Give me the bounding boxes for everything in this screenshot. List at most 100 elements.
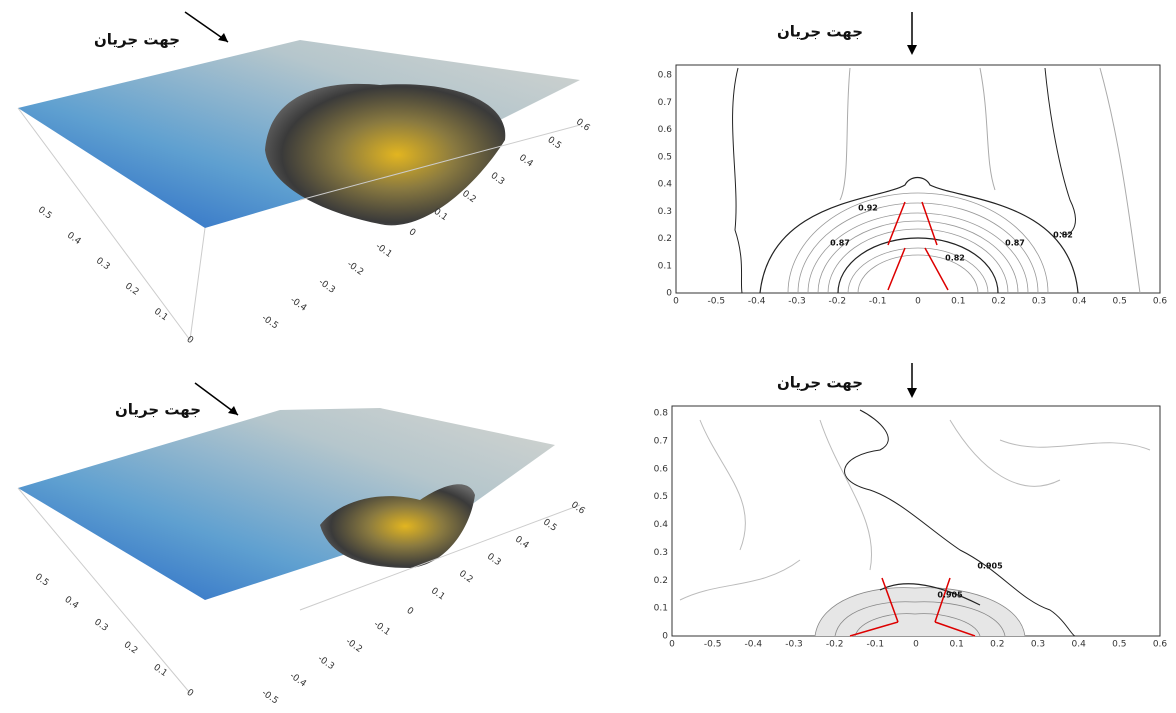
axis-tick-label: 0.2 — [457, 569, 474, 585]
x-tick-label: 0.5 — [1113, 297, 1127, 307]
contour-label: 0.82 — [1053, 231, 1073, 240]
y-tick-label: 0.2 — [658, 234, 672, 244]
axis-tick-label: 0.5 — [33, 572, 50, 588]
flow-arrow — [194, 382, 239, 416]
y-tick-label: 0.6 — [658, 125, 673, 135]
y-tick-label: 0.8 — [654, 409, 669, 419]
x-tick-label: 0.1 — [951, 297, 965, 307]
plot-frame — [675, 64, 1161, 294]
contour-label: 0.87 — [830, 239, 850, 248]
axis-tick-label: 0.6 — [569, 500, 587, 517]
contour-line — [732, 67, 743, 294]
contour-label: 0.82 — [945, 254, 965, 263]
y-tick-label: 0 — [666, 289, 672, 299]
axis-tick-label: 0.4 — [513, 535, 531, 552]
contour-rings — [759, 176, 1079, 294]
x-tick-label: -0.4 — [748, 297, 766, 307]
contour-line — [844, 409, 1076, 637]
surface-top: جهت جریان — [17, 11, 581, 341]
y-tick-label: 0.5 — [658, 152, 672, 162]
axis-tick-label: -0.3 — [316, 654, 336, 672]
axis-tick-label: 0.5 — [546, 135, 563, 151]
x-tick-label: 0.2 — [990, 640, 1004, 650]
scour-hole — [320, 484, 475, 568]
contour-bottom: جهت جریان — [671, 363, 1161, 637]
axis-tick-label: 0.2 — [123, 281, 140, 297]
flow-label: جهت جریان — [777, 23, 863, 41]
contour-line — [679, 419, 1151, 601]
contour-label: 0.87 — [1005, 239, 1025, 248]
axis-tick-label: -0.5 — [260, 313, 280, 331]
x-tick-label: -0.3 — [788, 297, 806, 307]
y-tick-label: 0.4 — [654, 520, 669, 530]
axis-tick-label: 0.4 — [65, 231, 83, 248]
axis-tick-label: 0.3 — [92, 617, 109, 633]
contour-rings — [814, 583, 1026, 637]
axis-tick-label: 0.5 — [36, 205, 53, 221]
arrow-head — [218, 33, 228, 42]
y-tick-label: 0.4 — [658, 180, 673, 190]
x-tick-label: 0 — [915, 297, 921, 307]
surface — [18, 408, 555, 600]
surface-bottom: جهت جریان — [17, 382, 581, 694]
x-tick-label: 0.6 — [1153, 297, 1168, 307]
contour-label: 0.92 — [858, 204, 878, 213]
x-tick-label: -0.2 — [829, 297, 847, 307]
axis-tick-label: 0.3 — [485, 552, 502, 568]
x-tick-label: 0.4 — [1072, 640, 1087, 650]
axis-tick-label: 0.2 — [122, 640, 139, 656]
axis-line — [17, 107, 581, 341]
axis-tick-label: 0.4 — [517, 153, 535, 170]
x-tick-label: -0.5 — [704, 640, 722, 650]
axis-tick-label: 0.3 — [489, 171, 506, 187]
contour-label: 0.905 — [977, 562, 1003, 571]
axis-tick-label: -0.4 — [288, 671, 308, 689]
x-tick-label: -0.5 — [708, 297, 726, 307]
flow-label: جهت جریان — [777, 374, 863, 392]
y-tick-label: 0.7 — [658, 98, 672, 108]
axis-tick-label: 0 — [184, 335, 195, 347]
x-tick-label: -0.4 — [745, 640, 763, 650]
axis-tick-label: -0.4 — [288, 295, 308, 313]
axis-tick-label: 0 — [407, 227, 418, 239]
y-tick-label: 0.2 — [654, 576, 668, 586]
axis-tick-label: 0.4 — [63, 595, 81, 612]
x-tick-label: 0.4 — [1072, 297, 1087, 307]
contour-line — [1044, 67, 1076, 236]
arrow-head — [228, 406, 238, 415]
contour-top: جهت جریان — [675, 12, 1161, 294]
axis-tick-label: 0.5 — [541, 517, 558, 533]
y-tick-label: 0.3 — [654, 548, 668, 558]
x-tick-label: -0.2 — [826, 640, 844, 650]
axis-tick-label: 0.2 — [460, 189, 477, 205]
axis-tick-label: 0.3 — [94, 256, 111, 272]
y-tick-label: 0.1 — [658, 261, 672, 271]
x-tick-label: -0.3 — [785, 640, 803, 650]
y-tick-label: 0.8 — [658, 71, 673, 81]
axis-line — [17, 487, 581, 694]
axis-tick-label: -0.1 — [372, 620, 392, 638]
axis-tick-label: 0 — [184, 688, 195, 700]
axis-tick-label: -0.2 — [345, 260, 365, 278]
x-tick-label: 0.5 — [1112, 640, 1126, 650]
axis-tick-label: -0.5 — [260, 688, 280, 706]
axis-tick-label: -0.3 — [317, 277, 337, 295]
axis-tick-label: 0.1 — [429, 586, 446, 602]
y-tick-label: 0.5 — [654, 492, 668, 502]
y-tick-label: 0.6 — [654, 464, 669, 474]
contour-line — [839, 67, 1141, 294]
x-tick-label: 0.6 — [1153, 640, 1168, 650]
flow-label: جهت جریان — [115, 401, 201, 419]
y-tick-label: 0.7 — [654, 436, 668, 446]
y-tick-label: 0 — [662, 632, 668, 642]
x-tick-label: 0.3 — [1031, 640, 1045, 650]
x-tick-label: 0.1 — [950, 640, 964, 650]
pier-edge — [849, 577, 976, 637]
arrow-head — [907, 388, 917, 398]
x-tick-label: 0.2 — [992, 297, 1006, 307]
axis-tick-label: -0.2 — [344, 637, 364, 655]
pier-edge — [887, 201, 949, 291]
axis-tick-label: 0 — [404, 606, 415, 618]
